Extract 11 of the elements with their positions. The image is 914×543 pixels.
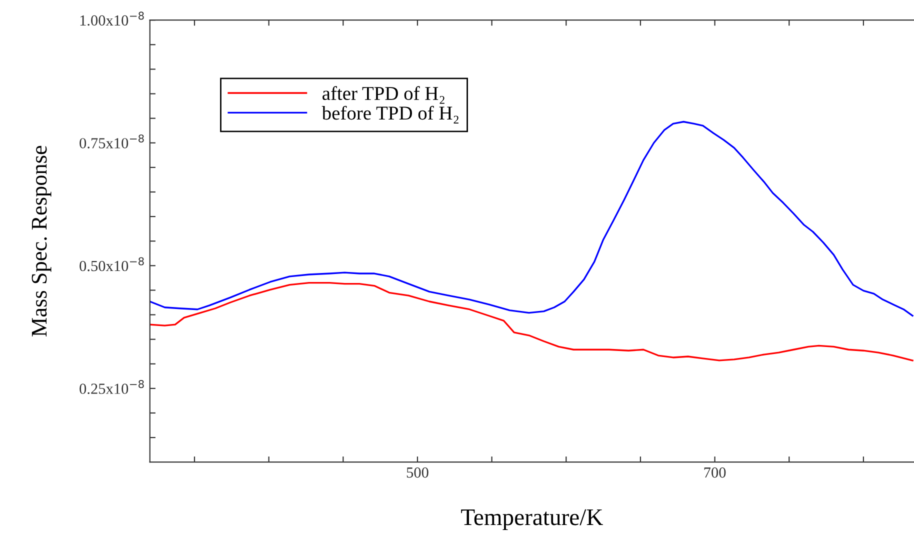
x-axis-title: Temperature/K xyxy=(461,509,603,530)
legend-label: before TPD of H₂ xyxy=(322,106,458,124)
x-tick-label: 500 xyxy=(406,467,428,478)
line-series xyxy=(150,282,914,362)
y-axis-title: Mass Spec. Response xyxy=(32,146,52,336)
y-tick-label: 0.75x10$^{−8}$ xyxy=(80,134,144,148)
y-tick-label: 0.50x10$^{−8}$ xyxy=(80,257,144,272)
y-tick-label: 1.00x10$^{−8}$ xyxy=(80,12,144,26)
legend-label: after TPD of H₂ xyxy=(322,86,444,104)
y-tick-label: 0.25x10$^{−8}$ xyxy=(80,380,144,394)
x-tick-label: 700 xyxy=(704,467,726,478)
